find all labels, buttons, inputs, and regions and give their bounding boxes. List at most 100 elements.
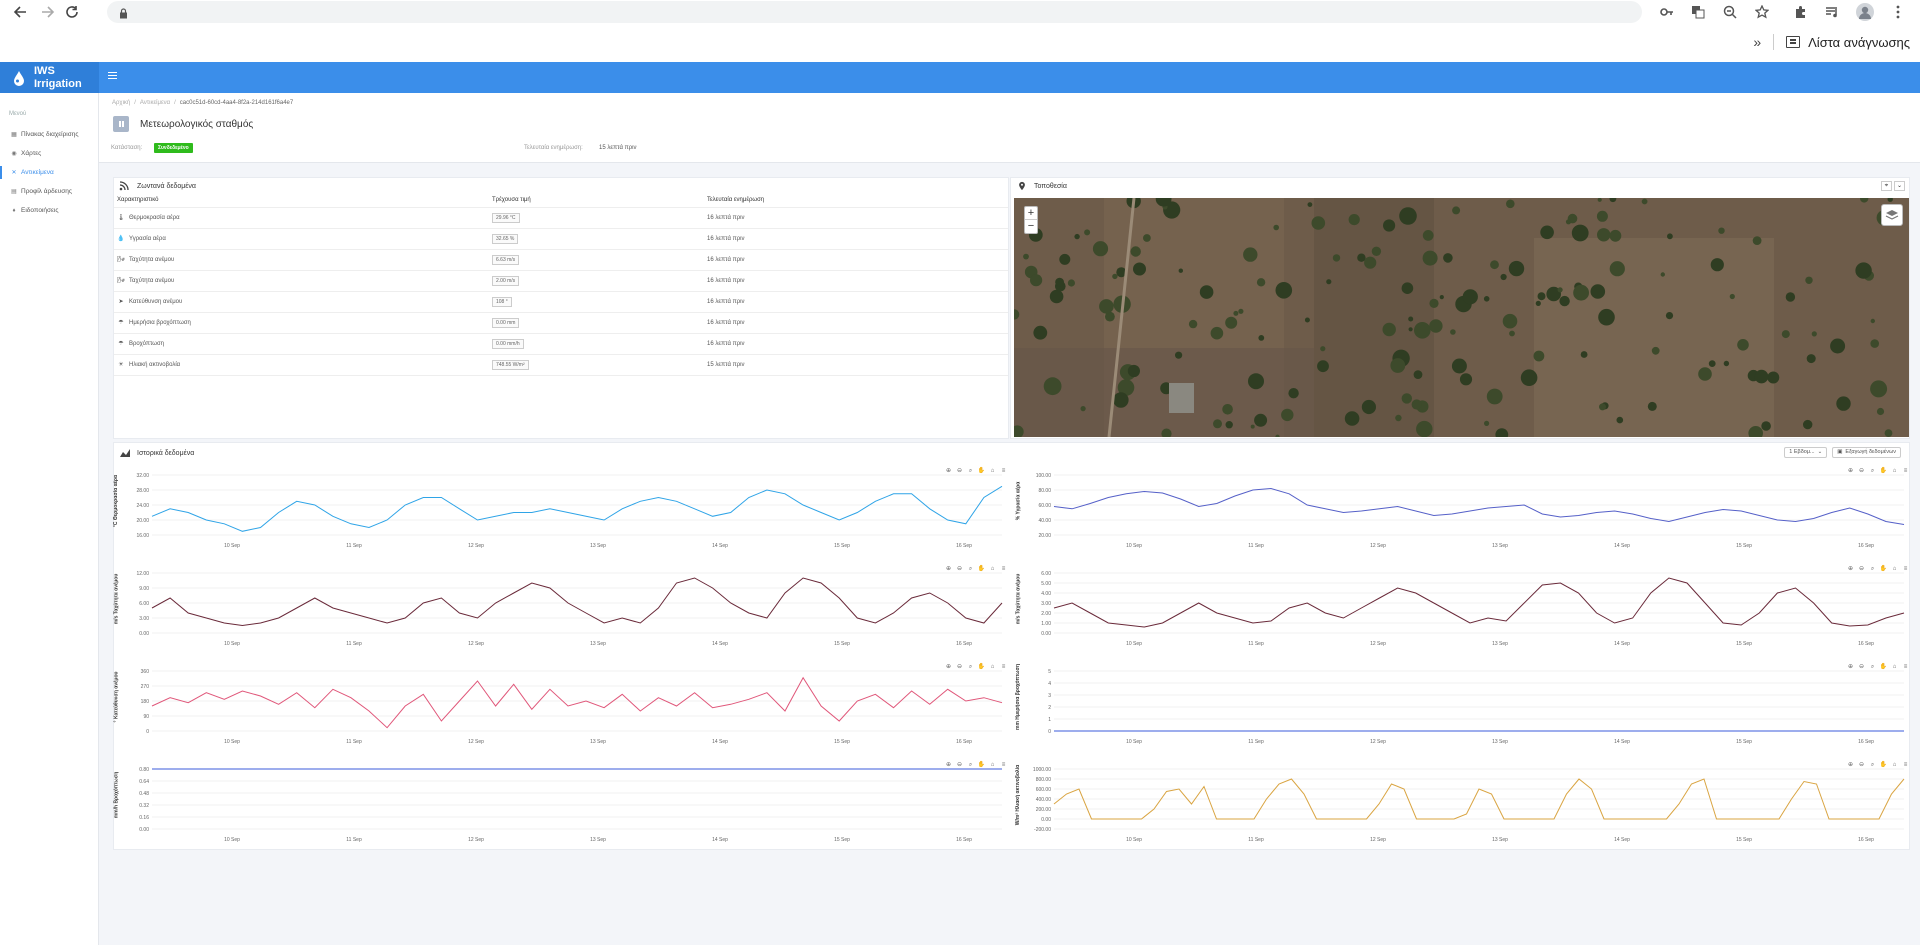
menu-icon[interactable]: ≡	[1001, 468, 1006, 474]
attribute-name: Κατεύθυνση ανέμου	[129, 299, 183, 305]
x-tick-label: 10 Sep	[1126, 837, 1142, 843]
home-icon[interactable]: ⌂	[1892, 762, 1897, 768]
home-icon[interactable]: ⌂	[990, 664, 995, 670]
zoom-in-icon[interactable]: ⊕	[1847, 566, 1854, 572]
home-icon[interactable]: ⌂	[990, 468, 995, 474]
zoom-icon[interactable]	[1720, 2, 1740, 22]
zoom-out-icon[interactable]: ⊖	[956, 762, 963, 768]
translate-icon[interactable]	[1688, 2, 1708, 22]
browser-menu-icon[interactable]	[1888, 2, 1908, 22]
sidebar-menu-title: Μενού	[9, 111, 27, 117]
reading-list-label[interactable]: Λίστα ανάγνωσης	[1808, 34, 1910, 50]
zoom-out-icon[interactable]: ⊖	[956, 566, 963, 572]
breadcrumb-home[interactable]: Αρχική	[112, 100, 131, 106]
value-cell: 29.96 °C	[489, 207, 704, 229]
zoom-in-icon[interactable]: ⊕	[945, 762, 952, 768]
y-tick-label: 32.00	[136, 473, 149, 479]
extensions-icon[interactable]	[1791, 2, 1811, 22]
bookmark-star-icon[interactable]	[1752, 2, 1772, 22]
table-row: ☂ Ημερήσια βροχόπτωση 0.00 mm 16 λεπτά πριν	[114, 312, 1008, 334]
pan-icon[interactable]: ✋	[1879, 468, 1888, 474]
brand-logo[interactable]: IWS Irrigation	[0, 62, 99, 93]
magnifier-icon[interactable]: ⌕	[1870, 664, 1875, 670]
pan-icon[interactable]: ✋	[977, 762, 986, 768]
chevron-down-icon[interactable]: ⌄	[1894, 181, 1905, 191]
zoom-out-icon[interactable]: ⊖	[1858, 762, 1865, 768]
home-icon[interactable]: ⌂	[1892, 664, 1897, 670]
zoom-in-icon[interactable]: ⊕	[945, 664, 952, 670]
layers-icon	[1885, 210, 1899, 220]
pan-icon[interactable]: ✋	[1879, 664, 1888, 670]
zoom-out-icon[interactable]: ⊖	[1858, 664, 1865, 670]
magnifier-icon[interactable]: ⌕	[968, 468, 973, 474]
menu-icon[interactable]: ≡	[1001, 762, 1006, 768]
zoom-in-icon[interactable]: ⊕	[945, 566, 952, 572]
zoom-in-icon[interactable]: ⊕	[1847, 762, 1854, 768]
pan-icon[interactable]: ✋	[977, 468, 986, 474]
reload-icon[interactable]	[62, 2, 82, 22]
attribute-name: Ταχύτητα ανέμου	[129, 257, 175, 263]
key-icon[interactable]	[1657, 2, 1677, 22]
reading-list-icon[interactable]	[1786, 36, 1801, 48]
sidebar-item-notifications[interactable]: ♦ Ειδοποιήσεις	[0, 201, 98, 220]
back-icon[interactable]	[10, 2, 30, 22]
pan-icon[interactable]: ✋	[1879, 762, 1888, 768]
chart-plot: 0.80 0.64 0.48 0.32 0.16 0.00 10 Sep 11 Sep 12 S…	[139, 767, 1002, 843]
sidebar-item-maps[interactable]: ◉ Χάρτες	[0, 144, 98, 163]
hamburger-menu-icon[interactable]	[108, 72, 117, 79]
zoom-in-button[interactable]: +	[1025, 207, 1037, 220]
menu-icon[interactable]: ≡	[1001, 664, 1006, 670]
profile-avatar-icon[interactable]	[1855, 2, 1875, 22]
menu-icon[interactable]: ≡	[1903, 762, 1908, 768]
home-icon[interactable]: ⌂	[1892, 468, 1897, 474]
history-chart: ⊕ ⊖ ⌕ ✋ ⌂ ≡ mm/h Βροχόπτωση 0.80 0.64 0.48 0.32 0.1…	[113, 762, 1008, 845]
chart-toolbar: ⊕ ⊖ ⌕ ✋ ⌂ ≡	[1846, 761, 1910, 769]
home-icon[interactable]: ⌂	[990, 566, 995, 572]
zoom-out-icon[interactable]: ⊖	[1858, 468, 1865, 474]
sidebar-item-objects[interactable]: ✕ Αντικείμενα	[0, 163, 98, 182]
zoom-out-icon[interactable]: ⊖	[956, 468, 963, 474]
zoom-in-icon[interactable]: ⊕	[1847, 664, 1854, 670]
zoom-in-icon[interactable]: ⊕	[945, 468, 952, 474]
pan-icon[interactable]: ✋	[977, 566, 986, 572]
magnifier-icon[interactable]: ⌕	[968, 762, 973, 768]
x-tick-label: 16 Sep	[1858, 739, 1874, 745]
magnifier-icon[interactable]: ⌕	[1870, 566, 1875, 572]
address-bar[interactable]	[107, 1, 1642, 23]
column-header: Τελευταία ενημέρωση	[704, 194, 1008, 208]
y-tick-label: 60.00	[1038, 503, 1051, 509]
home-icon[interactable]: ⌂	[1892, 566, 1897, 572]
map-layers-button[interactable]	[1881, 204, 1903, 226]
magnifier-icon[interactable]: ⌕	[1870, 468, 1875, 474]
pan-icon[interactable]: ✋	[1879, 566, 1888, 572]
history-chart: ⊕ ⊖ ⌕ ✋ ⌂ ≡ W/m² Ηλιακή ακτινοβολία 1000.00 800.…	[1015, 762, 1910, 845]
zoom-in-icon[interactable]: ⊕	[1847, 468, 1854, 474]
x-tick-label: 12 Sep	[468, 739, 484, 745]
y-axis-title: mm/h Βροχόπτωση	[112, 765, 120, 825]
y-tick-label: 5	[1048, 669, 1051, 675]
menu-icon[interactable]: ≡	[1903, 468, 1908, 474]
y-tick-label: 28.00	[136, 488, 149, 494]
pan-icon[interactable]: ✋	[977, 664, 986, 670]
chevron-double-right-icon[interactable]: »	[1753, 34, 1762, 50]
breadcrumb-objects[interactable]: Αντικείμενα	[139, 100, 171, 106]
menu-icon[interactable]: ≡	[1903, 664, 1908, 670]
menu-icon[interactable]: ≡	[1001, 566, 1006, 572]
magnifier-icon[interactable]: ⌕	[1870, 762, 1875, 768]
period-select[interactable]: 1 Εβδομ... ⌄	[1784, 447, 1828, 458]
sidebar-item-dashboard[interactable]: ▦ Πίνακας διαχείρισης	[0, 125, 98, 144]
menu-icon[interactable]: ≡	[1903, 566, 1908, 572]
zoom-out-icon[interactable]: ⊖	[1858, 566, 1865, 572]
satellite-map[interactable]: + −	[1014, 198, 1909, 437]
home-icon[interactable]: ⌂	[990, 762, 995, 768]
media-queue-icon[interactable]	[1822, 2, 1842, 22]
magnifier-icon[interactable]: ⌕	[968, 566, 973, 572]
zoom-out-icon[interactable]: ⊖	[956, 664, 963, 670]
forward-icon[interactable]	[38, 2, 58, 22]
thermometer-icon: 🌡	[117, 215, 125, 221]
zoom-out-button[interactable]: −	[1027, 220, 1035, 232]
locate-icon[interactable]: ⌖	[1881, 181, 1892, 191]
export-data-button[interactable]: ▣ Εξαγωγή δεδομένων	[1832, 447, 1901, 458]
sidebar-item-irrigation-profile[interactable]: ▤ Προφίλ άρδευσης	[0, 182, 98, 201]
magnifier-icon[interactable]: ⌕	[968, 664, 973, 670]
